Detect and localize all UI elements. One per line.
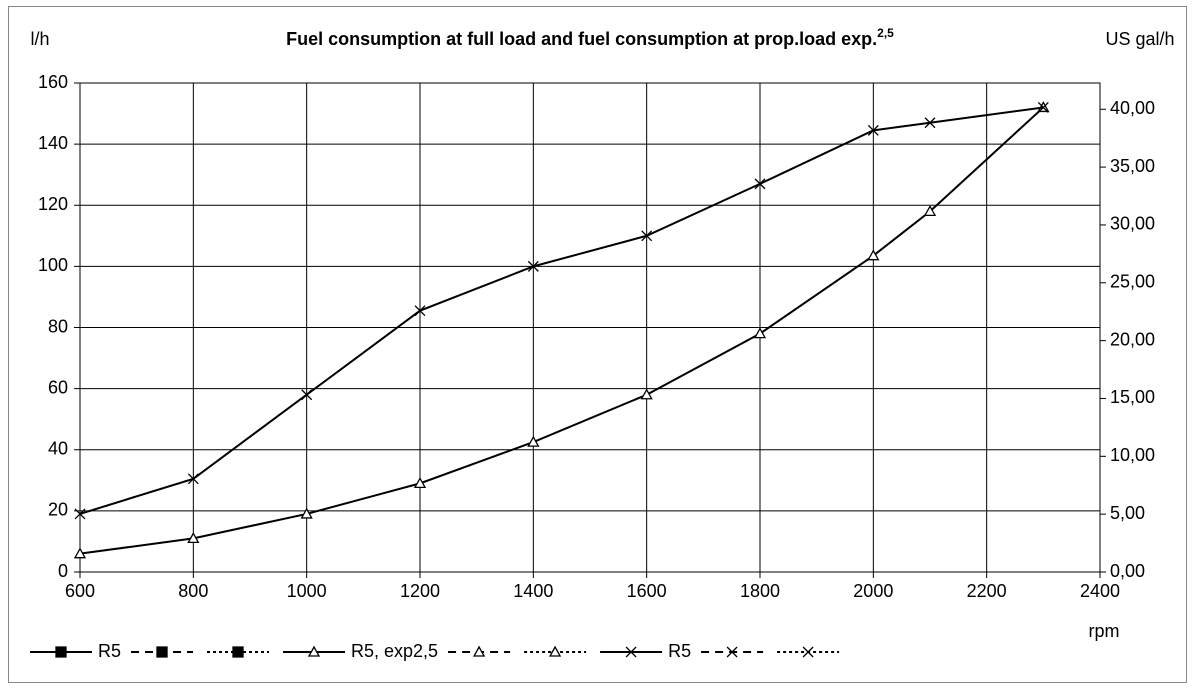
marker [802,646,814,658]
legend-label: R5 [98,641,121,661]
marker [301,389,313,401]
y-tick-label: 80 [48,316,68,336]
marker [472,645,486,657]
y2-axis-label: US gal/h [1105,29,1174,49]
x-tick-label: 1800 [740,581,780,601]
y-tick-label: 40 [48,439,68,459]
chart-title: Fuel consumption at full load and fuel c… [286,26,894,49]
marker [73,547,87,559]
y2-tick-label: 35,00 [1110,156,1155,176]
x-tick-label: 2200 [967,581,1007,601]
legend-label: R5, exp2,5 [351,641,438,661]
y2-tick-label: 15,00 [1110,387,1155,407]
marker [232,646,244,658]
marker [923,205,937,217]
title-superscript: 2,5 [877,26,894,40]
x-tick-label: 1000 [287,581,327,601]
marker [753,327,767,339]
marker [156,646,168,658]
y2-tick-label: 30,00 [1110,214,1155,234]
marker [867,124,879,136]
marker [187,532,200,544]
y-tick-label: 100 [38,255,68,275]
y2-tick-label: 10,00 [1110,445,1155,465]
x-tick-label: 600 [65,581,95,601]
marker [924,117,936,129]
y-tick-label: 160 [38,72,68,92]
series-line [79,106,1044,515]
marker [641,230,653,242]
marker [640,388,653,400]
marker [1037,101,1049,113]
y2-tick-label: 5,00 [1110,503,1145,523]
series-line [79,106,1045,555]
legend-label: R5 [668,641,691,661]
marker [300,507,313,519]
x-tick-label: 800 [178,581,208,601]
marker [414,305,426,317]
x-tick-label: 2000 [853,581,893,601]
title-main: Fuel consumption at full load and fuel c… [286,29,877,49]
marker [548,645,562,657]
y-axis-label: l/h [30,29,49,49]
x-axis-label: rpm [1089,621,1120,641]
x-tick-label: 1400 [513,581,553,601]
marker [527,435,540,447]
marker [187,473,199,485]
y-tick-label: 140 [38,133,68,153]
y-tick-label: 120 [38,194,68,214]
marker [527,260,539,272]
y2-tick-label: 20,00 [1110,329,1155,349]
y-tick-label: 0 [58,561,68,581]
y-tick-label: 60 [48,377,68,397]
x-tick-label: 1200 [400,581,440,601]
marker [74,508,86,520]
marker [726,646,738,658]
marker [413,477,427,489]
marker [867,249,880,261]
marker [754,178,766,190]
y2-tick-label: 40,00 [1110,98,1155,118]
x-tick-label: 1600 [627,581,667,601]
y-tick-label: 20 [48,500,68,520]
x-tick-label: 2400 [1080,581,1120,601]
marker [625,646,637,658]
y2-tick-label: 0,00 [1110,561,1145,581]
y2-tick-label: 25,00 [1110,272,1155,292]
marker [307,645,321,657]
marker [55,646,67,658]
